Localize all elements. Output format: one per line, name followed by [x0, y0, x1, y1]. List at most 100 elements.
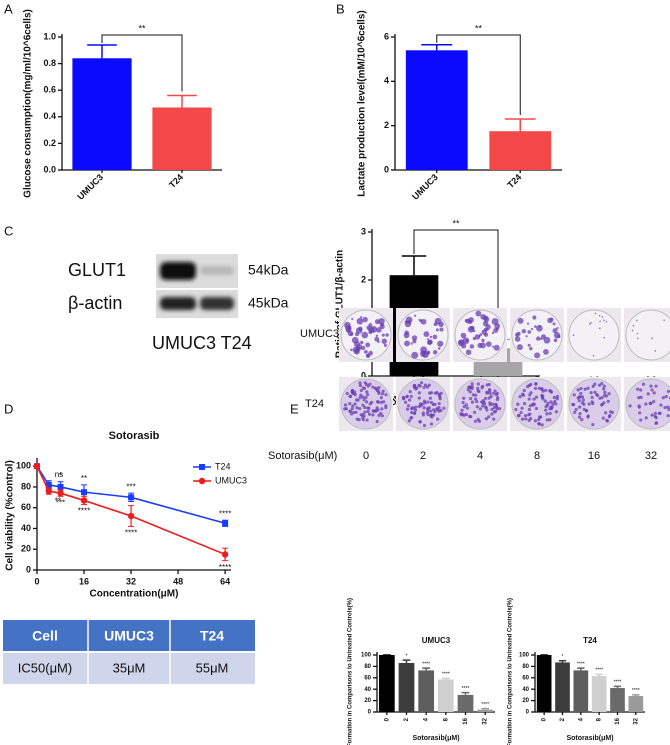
y-tick-label: 0 [26, 564, 31, 574]
colony-dot [659, 403, 663, 407]
colony-dot [572, 393, 576, 397]
point [80, 497, 88, 504]
point [45, 487, 52, 495]
colony-dot [638, 411, 642, 415]
colony-dot [404, 330, 409, 336]
colony-dot [526, 322, 530, 325]
colony-dot [554, 402, 558, 406]
colony-dot [350, 348, 353, 352]
colony-dot [370, 400, 374, 404]
colony-dot [529, 382, 533, 387]
colony-dot [543, 349, 549, 355]
colony-dot [556, 327, 559, 330]
colony-dot [373, 386, 378, 390]
colony-dot [439, 408, 443, 413]
colony-dot [474, 334, 481, 340]
colony-dot [475, 399, 479, 404]
colony-dot [654, 384, 658, 388]
colony-dot [639, 395, 643, 399]
colony-dot [603, 393, 607, 397]
colony-dot [380, 407, 384, 411]
colony-dot [514, 336, 521, 342]
colony-dot [475, 405, 479, 409]
colony-dot [491, 402, 495, 406]
x-tick-label: 32 [633, 717, 639, 724]
significance: **** [78, 507, 90, 516]
dose-label: 16 [588, 450, 600, 462]
colony-dot [543, 399, 547, 403]
significance: **** [219, 509, 231, 518]
bar [489, 131, 552, 170]
band [160, 262, 196, 280]
colony-dot [347, 330, 354, 337]
y-tick-label: 0.4 [43, 111, 56, 121]
blot-size: 45kDa [248, 295, 289, 311]
colony-dot [379, 400, 383, 404]
significance: **** [462, 686, 470, 692]
y-tick-label: 80 [21, 481, 31, 491]
colony-dot [554, 410, 558, 414]
x-tick-label: 16 [615, 717, 621, 724]
colony-dot [538, 325, 542, 328]
colony-dot [493, 409, 498, 413]
x-tick-label: 2 [404, 717, 410, 721]
significance: **** [125, 529, 137, 538]
colony-dot [544, 405, 548, 409]
colony-dot [527, 407, 531, 412]
colony-dot [577, 399, 581, 403]
colony-dot [540, 387, 544, 391]
significance: ** [452, 218, 460, 228]
colony-dot [356, 317, 364, 325]
colony-dot [492, 391, 496, 395]
colony-dot [487, 387, 492, 392]
colony-dot [401, 396, 406, 400]
colony-dot [591, 384, 595, 388]
table-header [3, 620, 255, 652]
bar [457, 694, 474, 712]
colony-dot [423, 401, 427, 405]
colony-dot [361, 403, 365, 407]
colony-dot [553, 399, 557, 404]
y-tick-label: 80 [522, 664, 529, 670]
colony-dot [495, 391, 499, 395]
y-tick-label: 0 [368, 710, 372, 716]
colony-dot [407, 419, 411, 423]
colony-dot [435, 328, 439, 332]
y-tick-label: 40 [522, 687, 529, 693]
colony-dot [666, 414, 670, 418]
colony-dot [605, 419, 609, 423]
colony-dot [552, 395, 556, 400]
colony-dot [584, 408, 589, 413]
colony-dot [358, 407, 362, 411]
colony-dot [404, 320, 408, 324]
colony-dot [371, 413, 375, 417]
colony-dot [608, 414, 612, 418]
colony-dot [654, 416, 658, 420]
colony-dot [485, 408, 489, 412]
bar [555, 662, 570, 712]
colony-dot [548, 407, 552, 411]
colony-dot [536, 336, 541, 341]
colony-dot [641, 382, 646, 386]
colony-dot [418, 384, 422, 388]
bar [72, 58, 132, 170]
colony-dot [436, 417, 440, 421]
bar [591, 676, 607, 712]
colony-dot [636, 332, 639, 335]
colony-dot [649, 401, 653, 405]
colony-dot [462, 405, 466, 409]
legend-marker [199, 464, 205, 470]
colony-dot [465, 406, 469, 410]
colony-dot [353, 402, 357, 406]
colony-dot [359, 413, 363, 417]
y-tick-label: 0 [526, 710, 530, 716]
colony-dot [527, 397, 531, 401]
colony-dot [404, 400, 408, 404]
colony-dot [576, 388, 580, 392]
colony-dot [419, 381, 424, 385]
colony-dot [522, 401, 527, 406]
colony-dot [460, 408, 464, 412]
significance: **** [614, 680, 622, 686]
colony-dot [639, 388, 643, 392]
colony-dot [537, 386, 541, 390]
